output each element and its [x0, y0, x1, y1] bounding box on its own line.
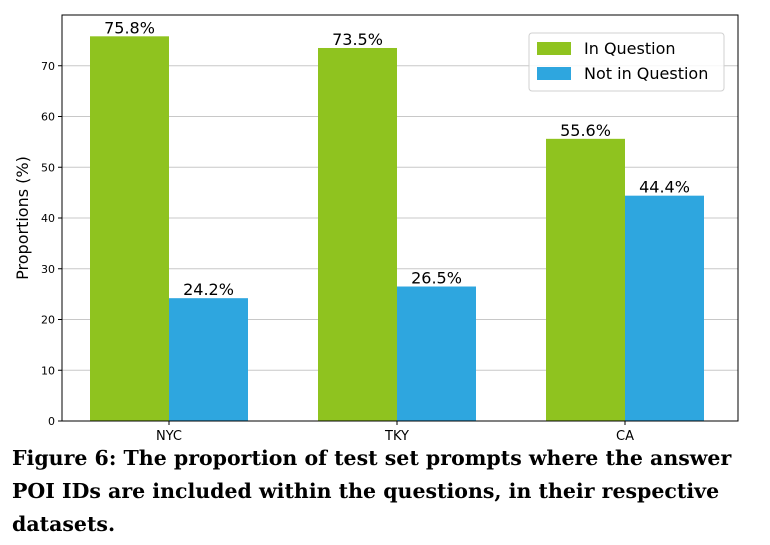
bar-value-label: 24.2% [183, 280, 234, 299]
y-tick-label: 10 [41, 364, 55, 377]
y-axis-title: Proportions (%) [13, 156, 32, 280]
y-tick-label: 50 [41, 161, 55, 174]
y-tick-label: 60 [41, 111, 55, 124]
legend-label: Not in Question [584, 64, 708, 83]
bar-chart: 75.8% 24.2% 73.5% 26.5% 55.6% 44.4% 0 10 20 30 40… [13, 14, 739, 440]
bar-value-label: 55.6% [560, 121, 611, 140]
y-axis-ticks: 0 10 20 30 40 50 60 70 [41, 60, 62, 428]
y-tick-label: 70 [41, 60, 55, 73]
x-tick-label: CA [616, 429, 634, 440]
x-tick-label: NYC [156, 429, 182, 440]
bar-value-label: 44.4% [639, 178, 690, 197]
bars [90, 36, 704, 422]
legend-swatch [537, 42, 571, 55]
x-axis-ticks: NYC TKY CA [156, 421, 634, 440]
y-tick-label: 0 [48, 415, 55, 428]
y-tick-label: 20 [41, 314, 55, 327]
y-tick-label: 30 [41, 263, 55, 276]
legend-box [528, 32, 725, 92]
data-labels: 75.8% 24.2% 73.5% 26.5% 55.6% 44.4% [104, 18, 690, 299]
bar [625, 195, 704, 421]
bar [397, 286, 476, 421]
bar-value-label: 75.8% [104, 18, 155, 37]
bar [318, 47, 397, 422]
legend-swatch [537, 67, 571, 80]
figure-caption: Figure 6: The proportion of test set pro… [12, 446, 732, 536]
bar-value-label: 26.5% [411, 269, 462, 288]
legend-label: In Question [584, 39, 676, 58]
x-tick-label: TKY [384, 429, 409, 440]
bar [169, 298, 248, 421]
bar [546, 138, 625, 421]
legend: In Question Not in Question [528, 32, 725, 92]
bar-value-label: 73.5% [332, 30, 383, 49]
y-tick-label: 40 [41, 212, 55, 225]
bar [90, 36, 169, 421]
